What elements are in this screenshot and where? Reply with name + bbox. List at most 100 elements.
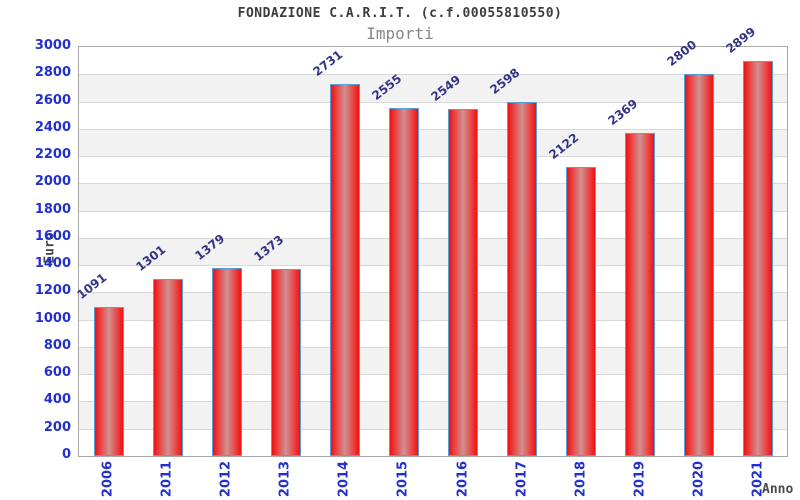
x-axis-tick-labels: 2006 2011 2012 2013 2014 2015 2016 2017 2018 2019… <box>78 457 788 500</box>
x-tick-cell: 2015 <box>374 457 433 500</box>
x-tick-cell: 2020 <box>670 457 729 500</box>
x-axis-title: Anno <box>762 482 794 497</box>
bar-slot: 2800 <box>664 38 728 456</box>
plot-band <box>79 74 787 102</box>
plot-band <box>79 401 787 429</box>
bar <box>388 107 419 456</box>
x-tick-cell: 2019 <box>611 457 670 500</box>
gridline <box>79 128 787 130</box>
bar-slot: 2122 <box>546 47 610 456</box>
plot-band <box>79 428 787 456</box>
x-tick-cell: 2012 <box>196 457 255 500</box>
bar-slot: 2369 <box>605 47 669 456</box>
x-tick-cell: 2014 <box>315 457 374 500</box>
bar-slot: 1301 <box>133 47 197 456</box>
bar-value-label: 2122 <box>546 130 582 162</box>
bar <box>624 133 655 456</box>
plot-band <box>79 183 787 211</box>
y-tick-label: 2200 <box>34 147 71 163</box>
x-tick-label: 2015 <box>395 460 411 497</box>
plot-band <box>79 237 787 266</box>
y-tick-label: 2000 <box>34 174 71 190</box>
gridline <box>79 265 787 267</box>
bar-series: 1091 1301 1379 1373 2731 2555 2549 2598 2122 2369… <box>74 24 787 456</box>
x-tick-cell: 2018 <box>551 457 610 500</box>
plot-band <box>79 292 787 320</box>
bar-slot: 2731 <box>310 47 374 456</box>
bar <box>211 268 242 456</box>
x-tick-cell: 2006 <box>78 457 137 500</box>
bar-value-label: 1373 <box>251 232 287 264</box>
bar-slot: 2899 <box>723 24 787 456</box>
plot-band <box>79 210 787 238</box>
x-tick-label: 2006 <box>100 460 116 497</box>
plot-band <box>79 374 787 402</box>
gridline <box>79 428 787 430</box>
x-tick-label: 2017 <box>514 460 530 497</box>
y-tick-label: 2800 <box>34 65 71 81</box>
bar <box>447 108 478 456</box>
gridline <box>79 210 787 212</box>
bar <box>93 307 124 456</box>
bar-value-label: 2555 <box>369 71 405 103</box>
y-tick-label: 1400 <box>34 256 71 272</box>
bar-value-label: 2549 <box>428 71 464 104</box>
bar <box>565 166 596 456</box>
y-tick-label: 1800 <box>34 201 71 217</box>
plot-band <box>79 156 787 184</box>
bar-slot: 1373 <box>251 47 315 456</box>
gridline <box>79 374 787 376</box>
gridline <box>79 183 787 185</box>
bar-value-label: 2598 <box>487 65 523 97</box>
x-tick-label: 2016 <box>455 460 471 497</box>
gridline <box>79 401 787 403</box>
y-tick-label: 3000 <box>34 38 71 53</box>
y-tick-label: 2400 <box>34 119 71 135</box>
bar-value-label: 2369 <box>605 96 641 129</box>
bar-slot: 2549 <box>428 47 492 456</box>
y-tick-label: 200 <box>43 419 71 435</box>
y-axis-tick-labels: 0 200 400 600 800 1000 1200 1400 1600 1800 2000 220… <box>0 38 71 462</box>
bar <box>152 278 183 456</box>
y-tick-label: 0 <box>61 447 71 462</box>
chart-subtitle: Importi <box>366 24 434 43</box>
plot-band <box>79 101 787 129</box>
bar <box>329 83 360 456</box>
plot-band <box>79 47 787 75</box>
bar-slot: 2555 <box>369 47 433 456</box>
plot-band <box>79 265 787 293</box>
x-tick-label: 2020 <box>691 460 707 497</box>
y-tick-label: 800 <box>43 337 71 353</box>
bar-slot: 1091 <box>74 47 138 456</box>
gridline <box>79 319 787 321</box>
gridline <box>79 156 787 158</box>
x-tick-cell: 2016 <box>433 457 492 500</box>
x-tick-label: 2018 <box>573 460 589 497</box>
x-tick-cell: 2011 <box>137 457 196 500</box>
x-tick-label: 2013 <box>277 460 293 497</box>
x-tick-cell: 2013 <box>256 457 315 500</box>
plot-band <box>79 346 787 375</box>
y-tick-label: 2600 <box>34 92 71 108</box>
bar <box>683 74 714 456</box>
bar <box>506 101 537 456</box>
gridline <box>79 237 787 239</box>
bar <box>270 268 301 456</box>
gridline <box>79 292 787 294</box>
y-tick-label: 1000 <box>34 310 71 326</box>
bar-value-label: 2731 <box>310 47 346 79</box>
chart-title: FONDAZIONE C.A.R.I.T. (c.f.00055810550) <box>237 6 563 21</box>
y-tick-label: 400 <box>43 392 71 408</box>
plot-band <box>79 128 787 157</box>
plot-area: 1091 1301 1379 1373 2731 2555 2549 2598 2122 2369… <box>74 24 788 457</box>
y-tick-label: 1600 <box>34 228 71 244</box>
y-tick-label: 1200 <box>34 283 71 299</box>
x-tick-label: 2019 <box>632 460 648 497</box>
bar-value-label: 1379 <box>192 231 228 263</box>
y-tick-label: 600 <box>43 365 71 381</box>
x-tick-label: 2014 <box>336 460 352 497</box>
gridline <box>79 101 787 103</box>
x-tick-cell: 2017 <box>492 457 551 500</box>
bar-slot: 1379 <box>192 47 256 456</box>
